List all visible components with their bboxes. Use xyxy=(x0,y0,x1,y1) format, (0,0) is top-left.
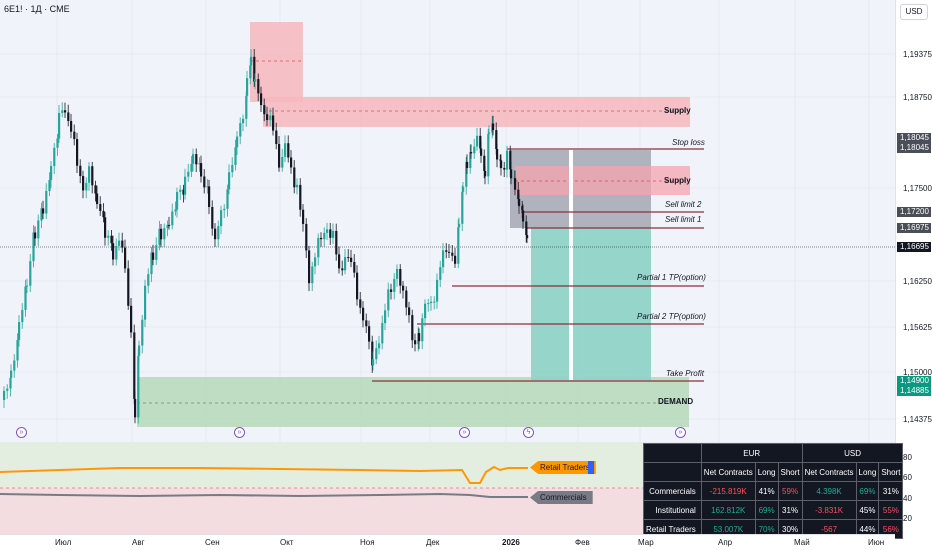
month-label: 2026 xyxy=(502,538,520,547)
row-label: Institutional xyxy=(643,500,702,520)
event-marker-icon[interactable]: » xyxy=(675,427,686,438)
indicator-tick: 20 xyxy=(903,514,912,523)
price-tag-sell-limit-1: 1,16975 xyxy=(897,223,931,233)
price-tag-take-profit-2: 1,14885 xyxy=(897,386,931,396)
stop-loss-label: Stop loss xyxy=(672,138,705,147)
retail-traders-marker xyxy=(588,461,594,474)
chart-canvas[interactable] xyxy=(0,0,895,442)
currency-button[interactable]: USD xyxy=(900,4,928,20)
commercials-line xyxy=(0,492,528,498)
month-label: Ноя xyxy=(360,538,375,547)
table-cell: 69% xyxy=(754,500,779,520)
table-row: Commercials -215.819K 41% 59% 4.398K 69%… xyxy=(643,481,904,501)
month-label: Окт xyxy=(280,538,294,547)
month-label: Июл xyxy=(55,538,72,547)
event-marker-icon[interactable]: » xyxy=(459,427,470,438)
time-axis[interactable]: Июл Авг Сен Окт Ноя Дек 2026 Фев Мар Апр… xyxy=(0,534,895,550)
cot-positions-table: EUR USD Net Contracts Long Short Net Con… xyxy=(643,443,904,539)
supply-zone-upper[interactable] xyxy=(263,97,690,127)
sell-limit-1-label: Sell limit 1 xyxy=(665,215,702,224)
price-tick: 1,18750 xyxy=(903,93,932,102)
table-cell: 41% xyxy=(754,481,779,501)
header-eur: EUR xyxy=(700,443,803,463)
partial-1-label: Partial 1 TP(option) xyxy=(637,273,706,282)
supply-zone-lower[interactable] xyxy=(515,166,690,195)
price-tick: 1,16250 xyxy=(903,277,932,286)
column-header: Net Contracts xyxy=(801,462,857,482)
column-header: Long xyxy=(754,462,779,482)
column-header: Net Contracts xyxy=(700,462,756,482)
month-label: Апр xyxy=(718,538,733,547)
sell-limit-2-label: Sell limit 2 xyxy=(665,200,702,209)
price-tag-take-profit: 1,14900 xyxy=(897,376,931,386)
price-tick: 1,17500 xyxy=(903,184,932,193)
table-row: Institutional 162.812K 69% 31% -3.831K 4… xyxy=(643,500,904,520)
price-tick: 1,15625 xyxy=(903,323,932,332)
table-cell: 69% xyxy=(855,481,880,501)
indicator-tick: 80 xyxy=(903,453,912,462)
table-cell: 45% xyxy=(855,500,880,520)
table-cell: 31% xyxy=(777,500,803,520)
price-tick: 1,14375 xyxy=(903,415,932,424)
take-profit-label: Take Profit xyxy=(666,369,704,378)
demand-label: DEMAND xyxy=(658,397,694,406)
price-chart[interactable]: 6E1! · 1Д · CME Supply Supply DEMAND Sto… xyxy=(0,0,895,442)
month-label: Май xyxy=(794,538,810,547)
month-label: Мар xyxy=(638,538,654,547)
month-label: Сен xyxy=(205,538,220,547)
month-label: Авг xyxy=(132,538,145,547)
price-tag-sell-limit-2: 1,17200 xyxy=(897,207,931,217)
table-cell: 31% xyxy=(878,481,904,501)
candlestick-series xyxy=(3,48,529,424)
month-label: Дек xyxy=(426,538,440,547)
profit-zone[interactable] xyxy=(531,228,651,380)
row-label: Commercials xyxy=(643,481,702,501)
month-label: Июн xyxy=(868,538,885,547)
column-header: Short xyxy=(878,462,904,482)
event-marker-icon[interactable]: » xyxy=(16,427,27,438)
price-tick: 1,15000 xyxy=(903,368,932,377)
lightning-icon[interactable]: ϟ xyxy=(523,427,534,438)
column-header: Long xyxy=(855,462,880,482)
indicator-tick: 40 xyxy=(903,494,912,503)
retail-traders-line xyxy=(0,465,528,484)
table-cell: 55% xyxy=(878,500,904,520)
table-cell: 4.398K xyxy=(801,481,857,501)
indicator-tick: 60 xyxy=(903,473,912,482)
retail-traders-label: Retail Traders xyxy=(530,461,596,474)
price-tag-stop-loss-2: 1,18045 xyxy=(897,143,931,153)
symbol-title[interactable]: 6E1! · 1Д · CME xyxy=(4,4,70,14)
price-tag-stop-loss: 1,18045 xyxy=(897,133,931,143)
partial-2-label: Partial 2 TP(option) xyxy=(637,312,706,321)
event-marker-icon[interactable]: » xyxy=(234,427,245,438)
table-cell: -3.831K xyxy=(801,500,857,520)
price-tag-current: 1,16695 xyxy=(897,242,931,252)
supply-label-upper: Supply xyxy=(664,106,691,115)
header-usd: USD xyxy=(801,443,904,463)
column-header: Short xyxy=(777,462,803,482)
demand-zone[interactable] xyxy=(137,377,689,427)
table-cell: 162.812K xyxy=(700,500,756,520)
table-cell: -215.819K xyxy=(700,481,756,501)
commercials-label: Commercials xyxy=(530,491,593,504)
supply-label-lower: Supply xyxy=(664,176,691,185)
month-label: Фев xyxy=(575,538,590,547)
price-tick: 1,19375 xyxy=(903,50,932,59)
table-cell: 59% xyxy=(777,481,803,501)
price-axis[interactable]: USD 1,19375 1,18750 1,17500 1,16250 1,15… xyxy=(895,0,932,442)
